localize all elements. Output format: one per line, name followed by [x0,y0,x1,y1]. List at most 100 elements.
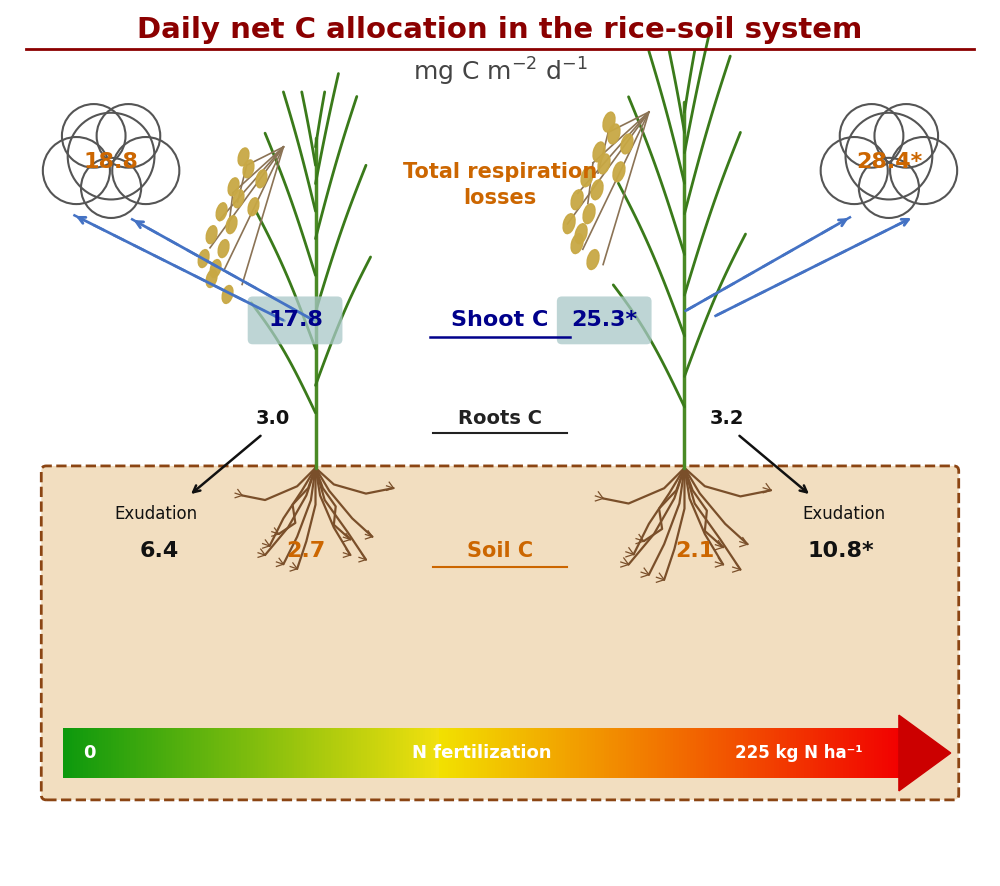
Bar [832,728,835,778]
Bar [342,728,345,778]
Bar [319,728,323,778]
Ellipse shape [198,250,209,268]
Text: 3.0: 3.0 [256,408,290,428]
Bar [169,728,172,778]
Bar [891,728,894,778]
Bar [670,728,674,778]
Bar [498,728,501,778]
Bar [576,728,579,778]
Bar [690,728,693,778]
Ellipse shape [608,124,620,144]
Bar [751,728,755,778]
Bar [495,728,498,778]
Bar [687,728,690,778]
Bar [857,728,860,778]
FancyBboxPatch shape [248,297,342,345]
Bar [420,728,423,778]
Bar [629,728,632,778]
Bar [347,728,351,778]
Bar [779,728,782,778]
Bar [813,728,816,778]
Bar [191,728,195,778]
Bar [735,728,738,778]
Bar [840,728,844,778]
Ellipse shape [233,190,244,207]
Ellipse shape [583,204,595,223]
Bar [105,728,108,778]
Bar [289,728,292,778]
Circle shape [846,113,932,199]
Bar [879,728,883,778]
Bar [701,728,704,778]
Text: 3.2: 3.2 [710,408,745,428]
Ellipse shape [563,214,575,234]
Bar [331,728,334,778]
Bar [406,728,409,778]
Bar [356,728,359,778]
Bar [381,728,384,778]
Bar [197,728,200,778]
Bar [91,728,94,778]
Bar [278,728,281,778]
Bar [882,728,885,778]
Ellipse shape [206,226,217,244]
Ellipse shape [571,190,583,210]
Bar [796,728,799,778]
Ellipse shape [248,198,259,215]
Bar [189,728,192,778]
Bar [506,728,509,778]
Bar [397,728,401,778]
Bar [297,728,300,778]
Bar [707,728,710,778]
Bar [581,728,585,778]
Bar [467,728,470,778]
Bar [740,728,743,778]
Ellipse shape [571,234,583,253]
Text: Roots C: Roots C [458,408,542,428]
Bar [255,728,259,778]
Bar [194,728,197,778]
Bar [517,728,521,778]
Text: 10.8*: 10.8* [808,540,874,561]
Bar [526,728,529,778]
Bar [760,728,763,778]
Bar [684,728,688,778]
Bar [364,728,367,778]
Bar [272,728,275,778]
Bar [893,728,897,778]
Bar [250,728,253,778]
Bar [501,728,504,778]
Bar [350,728,353,778]
Bar [542,728,546,778]
Bar [384,728,387,778]
Bar [782,728,785,778]
Circle shape [821,137,888,204]
Bar [682,728,685,778]
Bar [222,728,225,778]
Bar [565,728,568,778]
Bar [765,728,768,778]
Bar [275,728,278,778]
Bar [657,728,660,778]
Bar [754,728,757,778]
Bar [425,728,429,778]
Circle shape [62,104,126,167]
Bar [623,728,626,778]
Bar [487,728,490,778]
Bar [99,728,103,778]
Bar [732,728,735,778]
Bar [843,728,846,778]
Circle shape [68,113,154,199]
Bar [88,728,92,778]
Circle shape [874,104,938,167]
Bar [609,728,612,778]
Bar [818,728,821,778]
Bar [311,728,314,778]
Bar [531,728,534,778]
Bar [849,728,852,778]
Bar [665,728,668,778]
Bar [673,728,677,778]
Bar [155,728,158,778]
Bar [824,728,827,778]
Bar [219,728,222,778]
